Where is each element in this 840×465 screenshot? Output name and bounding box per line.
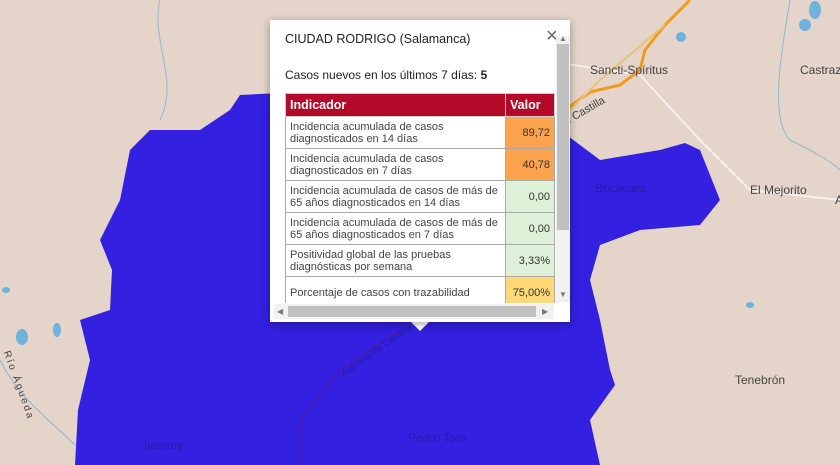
river [0, 359, 76, 446]
table-row: Incidencia acumulada de casos diagnostic… [285, 148, 555, 181]
info-popup: CIUDAD RODRIGO (Salamanca) × Casos nuevo… [270, 20, 570, 322]
scroll-left-arrow-icon[interactable]: ◀ [277, 307, 284, 316]
horizontal-scrollbar[interactable]: ◀ ▶ [274, 304, 554, 319]
table-row: Incidencia acumulada de casos de más de … [285, 212, 555, 245]
indicator-cell: Incidencia acumulada de casos diagnostic… [285, 148, 506, 181]
indicator-cell: Positividad global de las pruebas diagnó… [285, 244, 506, 277]
lake [799, 19, 811, 31]
table-row: Porcentaje de casos con trazabilidad 75,0… [285, 276, 555, 303]
map-label-el-mejorito: El Mejorito [750, 183, 807, 197]
value-cell: 89,72 [505, 116, 555, 149]
map-label-a: A [835, 193, 840, 207]
indicator-table: Indicador Valor Incidencia acumulada de … [285, 93, 555, 303]
lake [2, 287, 10, 293]
indicator-cell: Incidencia acumulada de casos diagnostic… [285, 116, 506, 149]
header-value: Valor [505, 93, 555, 117]
indicator-cell: Porcentaje de casos con trazabilidad [285, 276, 506, 303]
river [778, 0, 840, 171]
river [157, 0, 168, 121]
new-cases-label: Casos nuevos en los últimos 7 días: [285, 68, 478, 82]
highway [569, 24, 666, 111]
map-label-bocacara: Bocacara [595, 181, 646, 195]
map-label-tenebron: Tenebrón [735, 373, 786, 387]
popup-pointer [410, 321, 430, 331]
lake [809, 1, 821, 19]
table-row: Positividad global de las pruebas diagnó… [285, 244, 555, 277]
indicator-table-container: Indicador Valor Incidencia acumulada de … [285, 93, 556, 303]
header-indicator: Indicador [285, 93, 506, 117]
map-label-sancti-spiritus: Sancti-Spíritus [590, 63, 669, 77]
value-cell: 3,33% [505, 244, 555, 277]
new-cases-line: Casos nuevos en los últimos 7 días: 5 [285, 68, 487, 82]
value-cell: 0,00 [505, 180, 555, 213]
map-label-pedro-toro: Pedro Toro [408, 431, 467, 445]
close-icon[interactable]: × [546, 25, 558, 47]
lake [746, 302, 754, 308]
new-cases-value: 5 [480, 68, 488, 82]
indicator-cell: Incidencia acumulada de casos de más de … [285, 180, 506, 213]
indicator-cell: Incidencia acumulada de casos de más de … [285, 212, 506, 245]
lake [676, 32, 686, 42]
popup-title: CIUDAD RODRIGO (Salamanca) [285, 32, 471, 46]
horizontal-scroll-thumb[interactable] [288, 306, 536, 317]
lake [16, 329, 28, 345]
value-cell: 40,78 [505, 148, 555, 181]
vertical-scroll-thumb[interactable] [557, 44, 569, 230]
road [539, 59, 840, 201]
scroll-down-arrow-icon[interactable]: ▼ [559, 290, 567, 299]
table-row: Incidencia acumulada de casos de más de … [285, 180, 555, 213]
value-cell: 0,00 [505, 212, 555, 245]
road-on-region [299, 329, 401, 465]
map-label-ivanrey: Ivanrey [144, 438, 184, 452]
table-row: Incidencia acumulada de casos diagnostic… [285, 116, 555, 149]
vertical-scrollbar[interactable]: ▲ ▼ [556, 34, 570, 302]
scroll-up-arrow-icon[interactable]: ▲ [559, 34, 567, 43]
lake [53, 323, 61, 337]
scroll-right-arrow-icon[interactable]: ▶ [542, 307, 549, 316]
value-cell: 75,00% [505, 276, 555, 303]
map-label-castraz: Castraz [800, 63, 840, 77]
highway [564, 0, 692, 112]
